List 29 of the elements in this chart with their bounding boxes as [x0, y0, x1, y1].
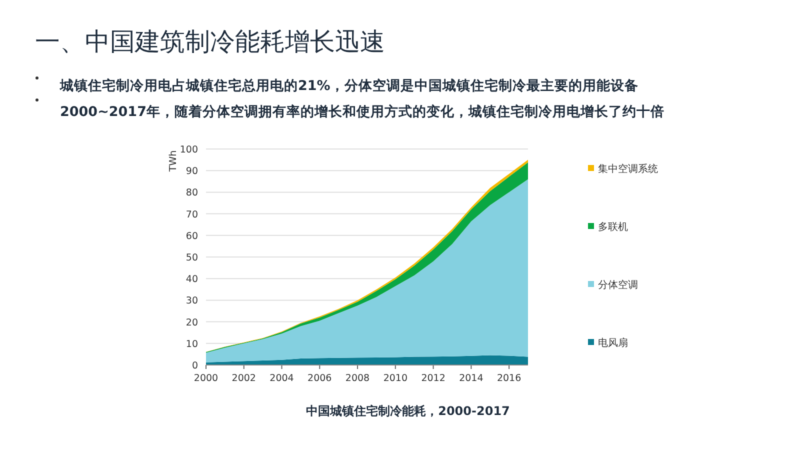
- x-tick-label: 2002: [232, 373, 256, 384]
- y-tick-label: 20: [186, 317, 198, 328]
- y-tick-label: 90: [186, 166, 198, 178]
- y-axis-title: TWh: [168, 150, 179, 173]
- y-tick-label: 30: [186, 296, 198, 307]
- y-tick-label: 40: [186, 274, 198, 286]
- legend-label: 集中空调系统: [598, 163, 658, 175]
- y-tick-label: 70: [186, 209, 198, 220]
- y-tick-label: 50: [186, 252, 198, 264]
- x-tick-label: 2000: [194, 373, 218, 384]
- legend-label: 分体空调: [598, 279, 638, 291]
- legend-label: 多联机: [598, 221, 628, 233]
- y-tick-label: 60: [186, 230, 198, 242]
- x-tick-label: 2008: [345, 373, 370, 384]
- x-tick-label: 2006: [308, 373, 332, 384]
- x-tick-label: 2004: [270, 373, 294, 384]
- x-tick-label: 2010: [383, 373, 408, 384]
- y-tick-label: 0: [192, 360, 198, 372]
- annotation: 中国城镇住宅制冷能耗，2000-2017: [306, 404, 510, 418]
- y-tick-label: 80: [186, 188, 198, 199]
- y-tick-label: 100: [180, 144, 198, 156]
- legend-label: 电风扇: [598, 337, 628, 349]
- annotation: 2000~2017年，随着分体空调拥有率的增长和使用方式的变化，城镇住宅制冷用电增长了约十倍: [60, 104, 664, 120]
- x-tick-label: 2012: [421, 373, 446, 384]
- x-tick-label: 2016: [496, 373, 522, 384]
- x-tick-label: 2014: [459, 373, 484, 384]
- y-tick-label: 10: [186, 338, 198, 350]
- annotation: 城镇住宅制冷用电占城镇住宅总用电的21%，分体空调是中国城镇住宅制冷最主要的用能设备: [60, 78, 638, 94]
- title: 一、中国建筑制冷能耗增长迅速: [35, 27, 385, 56]
